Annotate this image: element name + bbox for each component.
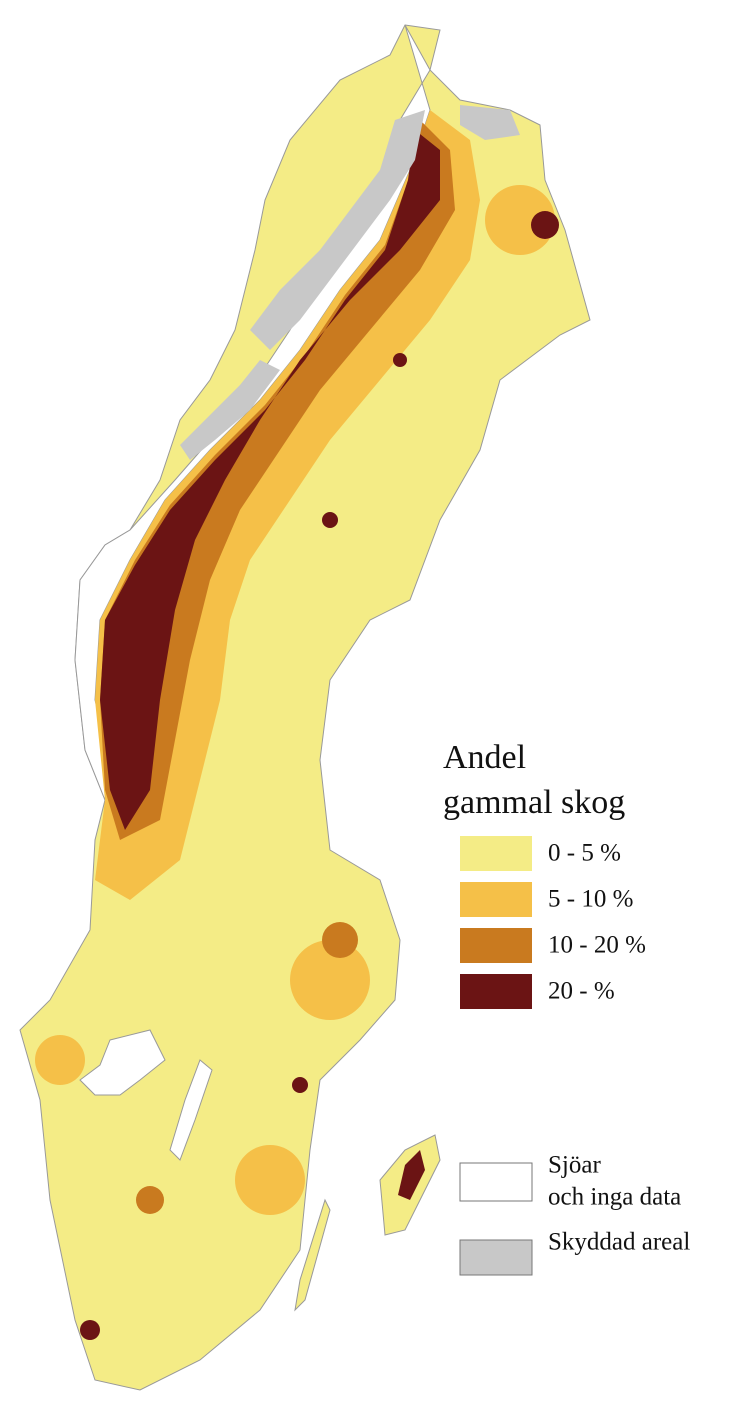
island: [398, 1150, 425, 1200]
hotspot: [485, 185, 555, 255]
hotspot: [322, 922, 358, 958]
lake: [169, 1059, 213, 1161]
hotspot: [235, 1145, 305, 1215]
legend-swatch: [459, 1239, 533, 1276]
forest-class-area: [100, 120, 455, 840]
legend-swatch: [459, 1162, 533, 1202]
legend-label: 5 - 10 %: [548, 886, 633, 913]
hotspots: [35, 185, 559, 1340]
map: [19, 24, 591, 1391]
legend: Andel gammal skog 0 - 5 % 5 - 10 % 10 - 20…: [443, 739, 690, 1276]
legend-swatch: [460, 928, 532, 963]
legend-label: och inga data: [548, 1184, 681, 1211]
protected-area: [460, 105, 520, 140]
legend-label: 10 - 20 %: [548, 932, 646, 959]
forest-class-area: [100, 130, 440, 830]
legend-swatch: [460, 974, 532, 1009]
legend-label: Sjöar: [548, 1152, 601, 1179]
legend-label: Skyddad areal: [548, 1229, 690, 1256]
island: [294, 1198, 331, 1312]
hotspot: [531, 211, 559, 239]
legend-label: 0 - 5 %: [548, 840, 621, 867]
lake: [79, 1029, 166, 1096]
legend-title: gammal skog: [443, 784, 625, 821]
hotspot: [292, 1077, 308, 1093]
legend-swatch: [460, 836, 532, 871]
protected-area: [250, 110, 425, 350]
legend-swatch: [460, 882, 532, 917]
hotspot: [322, 512, 338, 528]
legend-title: Andel: [443, 739, 526, 776]
protected-area: [180, 360, 280, 460]
hotspot: [290, 940, 370, 1020]
legend-label: 20 - %: [548, 978, 615, 1005]
hotspot: [136, 1186, 164, 1214]
country-area: [19, 24, 591, 1391]
hotspot: [35, 1035, 85, 1085]
hotspot: [393, 353, 407, 367]
hotspot: [80, 1320, 100, 1340]
